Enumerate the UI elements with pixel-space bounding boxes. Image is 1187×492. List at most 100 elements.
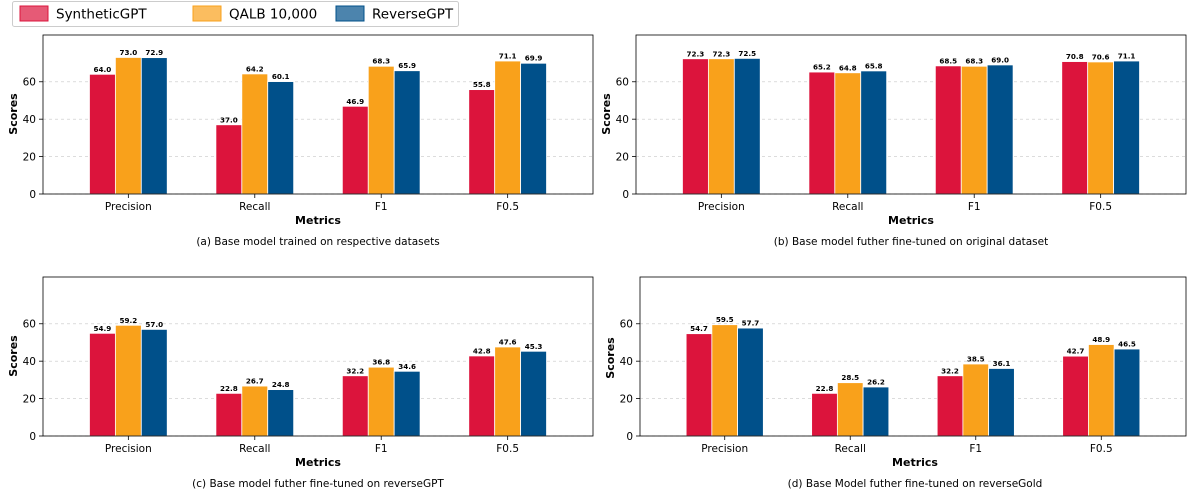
bar-value-label: 37.0 <box>220 115 238 124</box>
bar <box>267 81 295 195</box>
bar <box>733 57 761 195</box>
bar-value-label: 34.6 <box>398 362 416 371</box>
bars <box>682 57 1140 195</box>
value-labels: 54.7 59.5 57.7 22.8 28.5 26.2 32.2 38.5 36.1 42.7… <box>690 315 1136 393</box>
bar-value-label: 59.2 <box>119 316 137 325</box>
bar <box>520 350 547 437</box>
bar <box>860 70 888 195</box>
x-tick-label: Precision <box>698 201 745 213</box>
bar-value-label: 24.8 <box>272 380 290 389</box>
axes: 0 20 40 60 Precision Recall F1 F0.5 <box>23 34 594 213</box>
y-tick-label: 60 <box>620 319 633 331</box>
bar-value-label: 22.8 <box>816 384 834 393</box>
y-tick-label: 20 <box>616 151 629 163</box>
legend-label-reversegpt: ReverseGPT <box>372 7 454 23</box>
bar <box>711 324 738 437</box>
bar-value-label: 64.2 <box>246 64 264 73</box>
bar-value-label: 70.8 <box>1066 52 1084 61</box>
bar <box>140 328 168 437</box>
bar-value-label: 32.2 <box>941 366 959 375</box>
bar <box>215 392 243 437</box>
y-tick-label: 20 <box>620 393 633 405</box>
axes: 0 20 40 60 Precision Recall F1 F0.5 <box>23 276 594 455</box>
panel-caption: (d) Base Model futher fine-tuned on reve… <box>788 478 1043 490</box>
y-axis-title: Scores <box>600 93 613 135</box>
x-tick-label: F1 <box>969 443 982 455</box>
y-axis-title: Scores <box>7 335 20 377</box>
legend-swatch-reversegpt <box>335 5 365 22</box>
bar-value-label: 26.2 <box>867 377 885 386</box>
bar <box>114 324 142 437</box>
y-tick-label: 40 <box>23 114 36 126</box>
bar <box>367 65 395 195</box>
bar <box>836 382 864 437</box>
y-tick-label: 40 <box>23 356 36 368</box>
y-tick-label: 20 <box>23 151 36 163</box>
bar <box>737 327 764 437</box>
bar <box>1113 348 1141 437</box>
bar <box>468 89 496 195</box>
bar <box>494 346 522 437</box>
bar <box>1062 355 1089 437</box>
bar-value-label: 68.3 <box>372 57 390 66</box>
bar-value-label: 55.8 <box>473 80 491 89</box>
x-axis-title: Metrics <box>888 214 934 227</box>
bar-value-label: 57.7 <box>742 319 760 328</box>
x-tick-label: F1 <box>968 201 981 213</box>
x-tick-label: F0.5 <box>496 201 519 213</box>
bar-value-label: 36.1 <box>993 359 1011 368</box>
bar-value-label: 69.9 <box>525 54 543 63</box>
bar <box>494 60 522 195</box>
panel-caption: (c) Base model futher fine-tuned on reve… <box>192 478 444 490</box>
bar-value-label: 64.0 <box>94 65 112 74</box>
bar <box>215 124 243 195</box>
bar <box>862 386 890 437</box>
x-tick-label: F0.5 <box>496 443 519 455</box>
y-tick-label: 0 <box>29 189 36 201</box>
chart-panel-a: Scores Metrics (a) Base model trained on… <box>7 34 594 248</box>
bar-value-label: 42.7 <box>1067 347 1085 356</box>
bar <box>685 333 713 437</box>
bar <box>986 64 1014 195</box>
x-tick-label: F1 <box>375 443 388 455</box>
bar-value-label: 22.8 <box>220 384 238 393</box>
bar-value-label: 65.8 <box>865 61 883 70</box>
bars <box>89 324 547 437</box>
x-axis-title: Metrics <box>295 456 341 469</box>
chart-panel-b: Scores Metrics (b) Base model futher fin… <box>600 34 1187 248</box>
bar-value-label: 42.8 <box>473 346 491 355</box>
axes: 0 20 40 60 Precision Recall F1 F0.5 <box>620 276 1187 455</box>
bar <box>682 58 709 195</box>
bar-value-label: 72.5 <box>738 49 756 58</box>
value-labels: 54.9 59.2 57.0 22.8 26.7 24.8 32.2 36.8 34.6 42.8… <box>94 316 543 393</box>
bar <box>114 57 142 195</box>
bar-value-label: 47.6 <box>499 337 517 346</box>
y-tick-label: 20 <box>23 393 36 405</box>
bar-value-label: 72.3 <box>712 49 730 58</box>
x-tick-label: Precision <box>105 201 152 213</box>
bar-value-label: 65.2 <box>813 63 831 72</box>
bar-value-label: 46.5 <box>1118 340 1136 349</box>
bar-value-label: 70.6 <box>1092 52 1110 61</box>
x-tick-label: Recall <box>239 201 270 213</box>
bar <box>1061 61 1089 195</box>
legend-swatch-syntheticgpt <box>19 5 49 22</box>
legend-label-syntheticgpt: SyntheticGPT <box>56 7 147 23</box>
bar <box>707 58 735 195</box>
bar <box>393 370 421 437</box>
bar <box>811 392 838 437</box>
value-labels: 72.3 72.3 72.5 65.2 64.8 65.8 68.5 68.3 69.0 70.8… <box>687 49 1136 72</box>
bar-value-label: 71.1 <box>499 52 517 61</box>
panel-caption: (a) Base model trained on respective dat… <box>196 236 439 248</box>
bar <box>140 57 168 195</box>
bar-value-label: 28.5 <box>841 373 859 382</box>
bar-value-label: 73.0 <box>119 48 137 57</box>
plot-frame <box>639 276 1187 437</box>
bar-value-label: 69.0 <box>991 55 1009 64</box>
x-tick-label: Recall <box>835 443 866 455</box>
bar <box>1113 60 1140 195</box>
chart-panel-c: Scores Metrics (c) Base model futher fin… <box>7 276 594 490</box>
bar-value-label: 60.1 <box>272 72 290 81</box>
bar-value-label: 32.2 <box>346 366 364 375</box>
